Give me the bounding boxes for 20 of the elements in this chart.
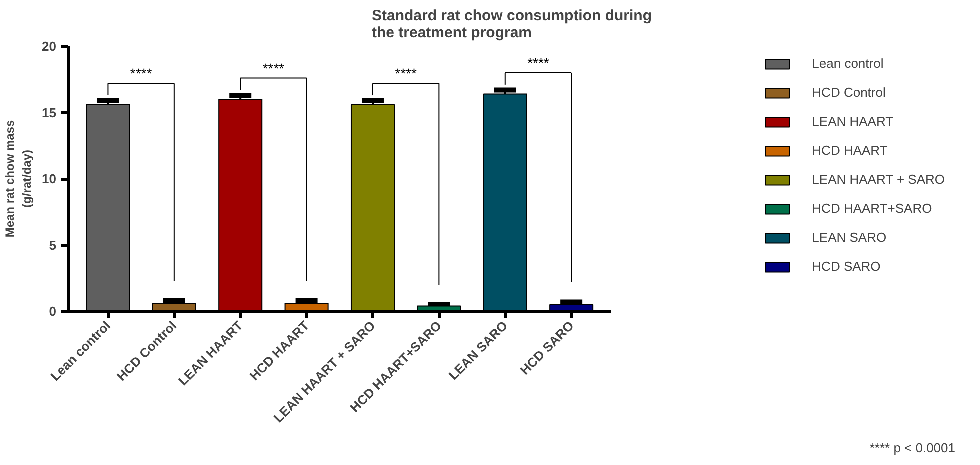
annotation: **** — [262, 60, 286, 76]
annotation: **** — [395, 66, 418, 82]
y-tick-label: 10 — [42, 172, 57, 186]
y-tick-label: 5 — [49, 238, 57, 253]
legend-label: HCD HAART — [812, 143, 888, 158]
y-axis-title: Mean rat chow mass (g/rat/day) — [3, 120, 34, 238]
text: **** p < 0.0001 — [870, 440, 956, 456]
legend-label: LEAN HAART — [812, 114, 894, 129]
y-tick-label: 15 — [42, 105, 57, 120]
chart-title: Standard rat chow consumption during the treatment program — [372, 8, 652, 42]
y-tick-label: 0 — [49, 304, 57, 319]
legend-label: Lean control — [812, 56, 884, 71]
legend-label: HCD HAART+SARO — [812, 201, 932, 216]
legend-label: LEAN SARO — [812, 230, 887, 245]
legend-label: LEAN HAART + SARO — [812, 172, 945, 187]
annotation: **** — [528, 55, 550, 72]
legend-label: HCD SARO — [812, 259, 881, 274]
legend-label: HCD Control — [812, 85, 886, 100]
y-tick-label: 20 — [42, 39, 57, 54]
annotation: **** — [130, 66, 153, 82]
